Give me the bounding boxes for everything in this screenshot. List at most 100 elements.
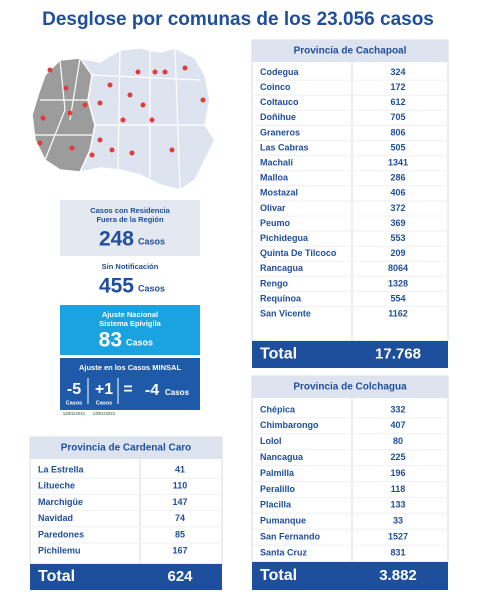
total-label: Total — [260, 346, 297, 363]
adjustment-unit: Casos — [165, 388, 190, 397]
commune-cases: 324 — [390, 67, 405, 77]
commune-name: Olivar — [260, 203, 286, 213]
adjustment-date: 13/01/2021 — [93, 411, 116, 416]
commune-cases: 332 — [390, 404, 405, 414]
box-label: Sin Notificación — [102, 262, 159, 271]
commune-name: Placilla — [260, 500, 292, 510]
commune-name: Peumo — [260, 218, 291, 228]
commune-name: Pumanque — [260, 516, 306, 526]
commune-name: Doñihue — [260, 112, 296, 122]
commune-name: La Estrella — [38, 464, 85, 474]
commune-cases: 831 — [390, 547, 405, 557]
commune-cases: 133 — [390, 500, 405, 510]
commune-name: Coltauco — [260, 97, 299, 107]
adjustment-value: +1 — [95, 381, 113, 398]
commune-cases: 505 — [390, 142, 405, 152]
commune-name: Requínoa — [260, 293, 302, 303]
table-title: Provincia de Cardenal Caro — [61, 443, 192, 454]
map-pins — [37, 65, 206, 158]
total-label: Total — [38, 568, 75, 585]
commune-name: Paredones — [38, 529, 84, 539]
commune-cases: 167 — [172, 545, 187, 555]
commune-cases: 196 — [390, 468, 405, 478]
box-unit: Casos — [138, 236, 165, 246]
commune-name: Lolol — [260, 436, 282, 446]
commune-name: Rancagua — [260, 263, 304, 273]
commune-cases: 74 — [175, 513, 185, 523]
adjustment-separators — [87, 378, 119, 404]
commune-name: Chimbarongo — [260, 420, 319, 430]
commune-cases: 806 — [390, 127, 405, 137]
total-bar — [252, 341, 448, 368]
commune-cases: 1162 — [388, 309, 408, 319]
commune-cases: 85 — [175, 529, 185, 539]
adjustment-unit: Casos — [96, 400, 113, 406]
total-value: 624 — [167, 568, 193, 585]
commune-name: Pichilemu — [38, 545, 81, 555]
commune-cases: 372 — [390, 203, 405, 213]
commune-name: Santa Cruz — [260, 547, 308, 557]
commune-cases: 612 — [390, 97, 405, 107]
commune-cases: 225 — [390, 452, 405, 462]
total-bar — [252, 562, 448, 590]
outside-region-box — [60, 200, 200, 256]
box-value: 83 — [99, 329, 122, 352]
region-map — [31, 47, 216, 191]
commune-name: Machalí — [260, 158, 294, 168]
commune-name: Malloa — [260, 173, 289, 183]
commune-name: Rengo — [260, 278, 289, 288]
total-value: 3.882 — [379, 567, 417, 584]
commune-cases: 118 — [391, 484, 406, 494]
box-unit: Casos — [138, 283, 165, 293]
total-value: 17.768 — [375, 345, 421, 362]
commune-name: Navidad — [38, 513, 73, 523]
total-label: Total — [260, 567, 297, 584]
commune-cases: 33 — [393, 516, 403, 526]
commune-cases: 8064 — [388, 263, 408, 273]
table-frame — [251, 375, 449, 563]
commune-cases: 80 — [393, 436, 403, 446]
commune-name: San Fernando — [260, 532, 321, 542]
commune-name: Chépica — [260, 404, 296, 414]
commune-name: Pichidegua — [260, 233, 309, 243]
map-borders — [35, 47, 205, 191]
commune-cases: 172 — [390, 82, 405, 92]
commune-name: Litueche — [38, 481, 75, 491]
commune-name: Las Cabras — [260, 142, 309, 152]
adjustment-value: -5 — [67, 381, 81, 398]
commune-cases: 147 — [172, 497, 187, 507]
adjustment-result: -4 — [145, 382, 159, 399]
commune-cases: 1527 — [388, 532, 408, 542]
commune-cases: 554 — [390, 293, 405, 303]
minsal-adjustment-box — [60, 358, 200, 410]
commune-cases: 110 — [173, 481, 188, 491]
commune-cases: 209 — [390, 248, 405, 258]
box-label: Ajuste Nacional — [102, 310, 158, 319]
commune-cases: 369 — [390, 218, 405, 228]
commune-name: Marchigüe — [38, 497, 83, 507]
commune-name: Quinta De Tilcoco — [260, 248, 337, 258]
commune-name: Graneros — [260, 127, 300, 137]
table-title: Provincia de Cachapoal — [294, 46, 407, 57]
box-label: Sistema Epivigila — [99, 319, 162, 328]
box-label: Casos con Residencia — [90, 206, 170, 215]
commune-name: Coinco — [260, 82, 291, 92]
commune-name: Peralillo — [260, 484, 296, 494]
commune-name: Mostazal — [260, 188, 298, 198]
national-adjustment-box — [60, 305, 200, 355]
commune-cases: 286 — [390, 173, 405, 183]
commune-cases: 705 — [390, 112, 405, 122]
commune-cases: 553 — [390, 233, 405, 243]
title: Desglose por comunas de los 23.056 casos — [42, 9, 434, 30]
table-header — [30, 437, 222, 459]
adjustment-unit: Casos — [66, 400, 83, 406]
box-label: Ajuste en los Casos MINSAL — [79, 363, 182, 372]
commune-name: Palmilla — [260, 468, 295, 478]
commune-name: San Vicente — [260, 309, 311, 319]
table-title: Provincia de Colchagua — [293, 382, 407, 393]
box-value: 455 — [99, 275, 134, 298]
total-bar — [30, 564, 222, 590]
table-header — [252, 376, 448, 398]
commune-cases: 1328 — [388, 278, 408, 288]
